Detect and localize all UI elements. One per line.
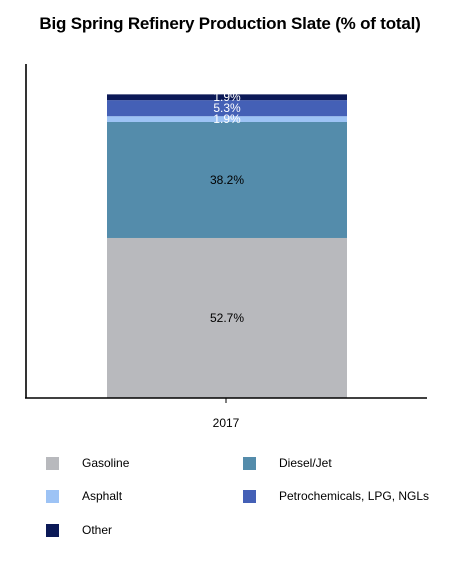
data-label-gasoline: 52.7% (210, 311, 244, 325)
legend-item-asphalt: Asphalt (46, 488, 122, 504)
data-label-other: 1.9% (213, 90, 241, 104)
plot-area: 2017 52.7% 38.2% 1.9%5.3%1.9% (25, 64, 427, 430)
legend-swatch-asphalt (46, 489, 59, 503)
legend-swatch-petrochemicals (243, 489, 256, 503)
legend-label-other: Other (82, 523, 113, 537)
legend-item-diesel-jet: Diesel/Jet (243, 455, 332, 471)
legend-swatch-other (46, 523, 59, 537)
bar-segment-other (107, 94, 347, 101)
legend-swatch-diesel-jet (243, 456, 256, 470)
data-labels: 52.7% 38.2% 1.9%5.3%1.9% (210, 90, 244, 325)
data-label-petrochemicals-lpg-ngls: 5.3% (213, 101, 241, 115)
legend-label-diesel-jet: Diesel/Jet (279, 456, 332, 470)
bar-segment-asphalt (107, 116, 347, 122)
legend-swatch-gasoline (46, 456, 59, 470)
bar-segment-diesel-jet (107, 121, 347, 238)
bar-segment-gasoline (107, 237, 347, 398)
legend-item-other: Other (46, 522, 112, 538)
x-tick-label: 2017 (213, 416, 240, 430)
chart-title: Big Spring Refinery Production Slate (% … (39, 14, 421, 33)
bar-stack (107, 94, 347, 398)
data-label-diesel-jet: 38.2% (210, 173, 244, 187)
legend-label-gasoline: Gasoline (82, 456, 130, 470)
legend-label-asphalt: Asphalt (82, 489, 123, 503)
legend-item-gasoline: Gasoline (46, 455, 129, 471)
legend-label-petrochemicals: Petrochemicals, LPG, NGLs (279, 489, 430, 503)
bar-segment-petrochemicals-lpg-ngls (107, 100, 347, 117)
legend-item-petrochemicals: Petrochemicals, LPG, NGLs (243, 488, 429, 504)
data-label-asphalt: 1.9% (213, 112, 241, 126)
